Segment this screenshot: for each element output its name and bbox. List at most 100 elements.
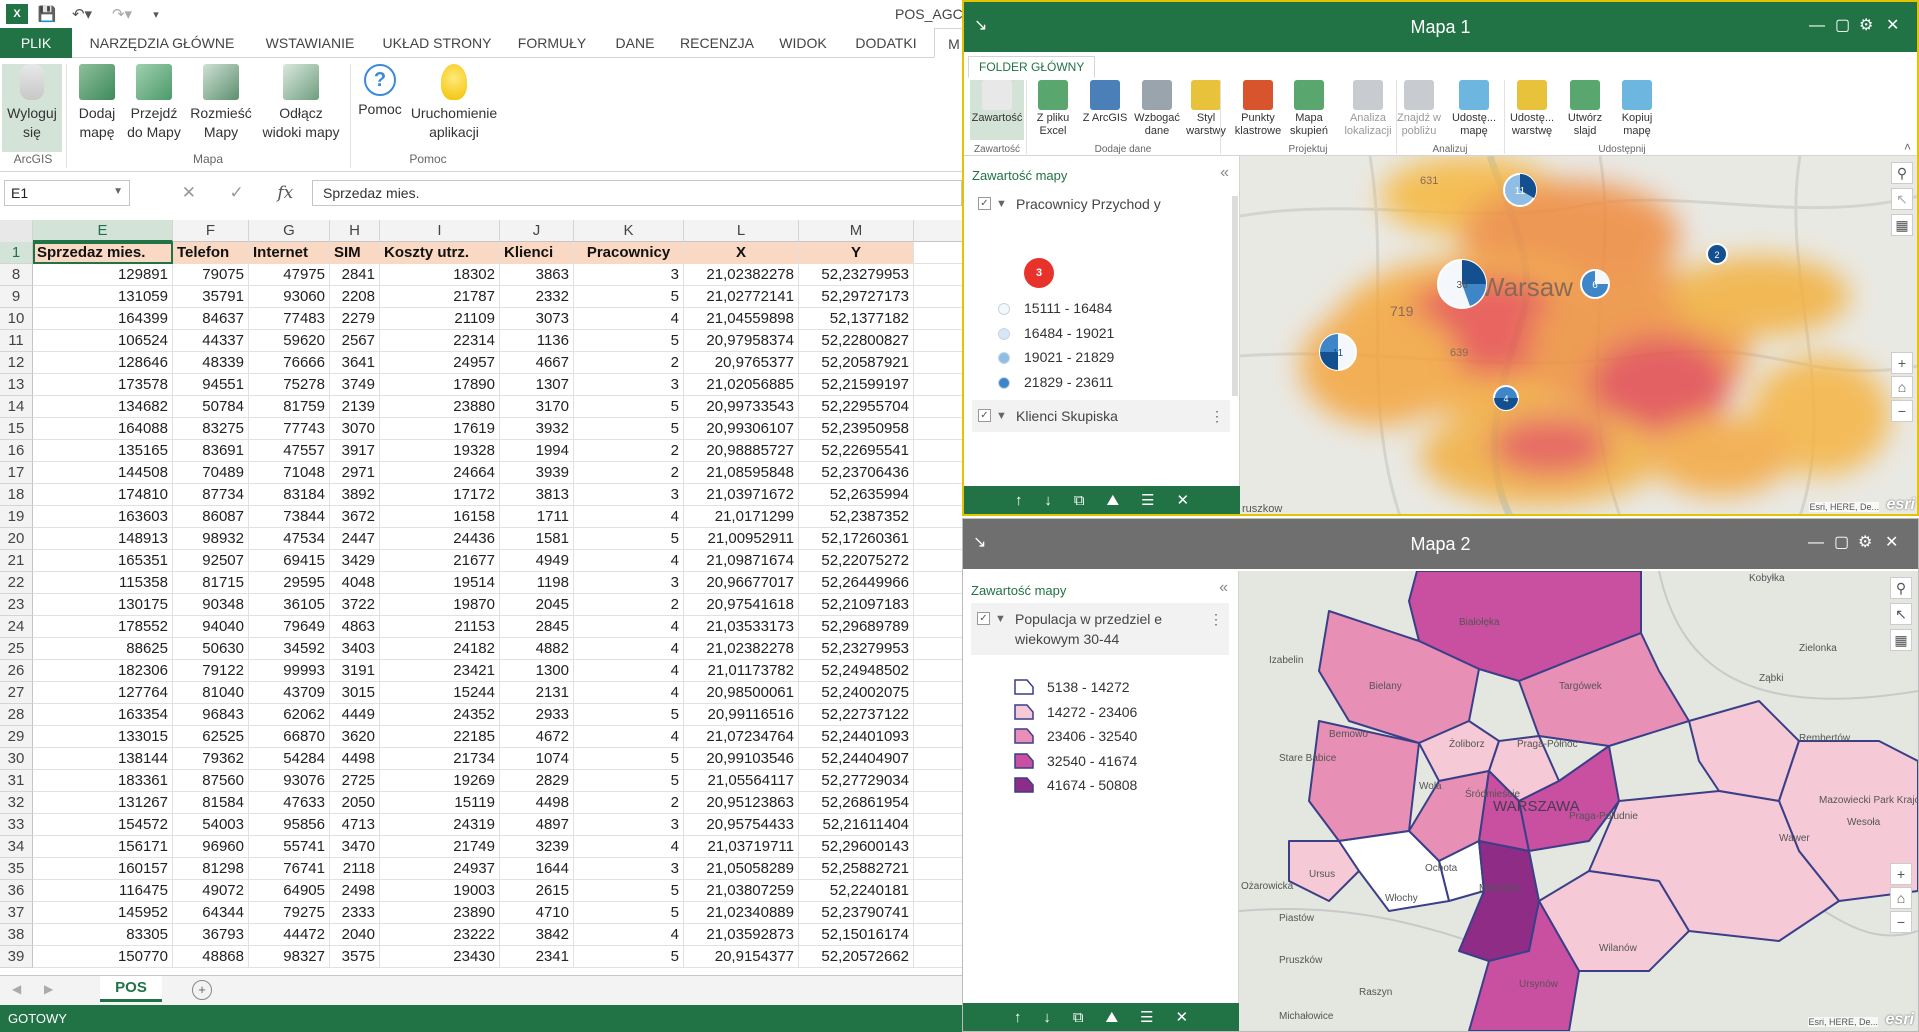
layer-population-30-44[interactable]: ✓ ▼ Populacja w przedziel e wiekowym 30-… <box>971 603 1229 655</box>
row-header[interactable]: 31 <box>0 770 33 792</box>
table-cell[interactable]: 73844 <box>249 506 330 528</box>
row-header[interactable]: 9 <box>0 286 33 308</box>
row-header[interactable]: 14 <box>0 396 33 418</box>
table-cell[interactable]: 52,22800827 <box>799 330 914 352</box>
table-cell[interactable]: 19003 <box>380 880 500 902</box>
table-cell[interactable]: 76741 <box>249 858 330 880</box>
table-cell[interactable]: 2279 <box>330 308 380 330</box>
close-icon[interactable]: ✕ <box>1886 17 1900 34</box>
select-icon[interactable]: ↖ <box>1890 603 1912 625</box>
table-cell[interactable]: 52,24401093 <box>799 726 914 748</box>
table-cell[interactable]: 3239 <box>500 836 574 858</box>
tab-addins[interactable]: DODATKI <box>855 35 917 51</box>
table-cell[interactable]: 131059 <box>33 286 173 308</box>
table-cell[interactable]: 2131 <box>500 682 574 704</box>
table-cell[interactable]: 4 <box>574 550 684 572</box>
table-cell[interactable]: 5 <box>574 528 684 550</box>
table-cell[interactable]: 130175 <box>33 594 173 616</box>
table-cell[interactable]: 20,95123863 <box>684 792 799 814</box>
expand-arrow-icon[interactable]: ▼ <box>996 198 1007 210</box>
table-cell[interactable]: 156171 <box>33 836 173 858</box>
table-cell[interactable]: 44337 <box>173 330 249 352</box>
gear-icon[interactable]: ⚙ <box>1858 534 1873 551</box>
table-cell[interactable]: 21,09871674 <box>684 550 799 572</box>
remove-layer-icon[interactable]: ✕ <box>1176 492 1190 509</box>
table-cell[interactable]: 131267 <box>33 792 173 814</box>
table-cell[interactable]: 79649 <box>249 616 330 638</box>
table-cell[interactable]: 133015 <box>33 726 173 748</box>
collapse-arrow-icon[interactable]: ↘ <box>973 534 987 551</box>
maximize-icon[interactable]: ▢ <box>1834 534 1850 551</box>
table-cell[interactable]: 4 <box>574 506 684 528</box>
map-ribbon-button[interactable]: Kopiuj mapę <box>1612 80 1662 138</box>
table-cell[interactable]: 3 <box>574 374 684 396</box>
table-cell[interactable]: 79122 <box>173 660 249 682</box>
table-cell[interactable]: 148913 <box>33 528 173 550</box>
layer-employees-revenue[interactable]: ✓ ▼ Pracownicy Przychod y <box>972 188 1230 220</box>
table-cell[interactable]: 79075 <box>173 264 249 286</box>
table-cell[interactable]: 3070 <box>330 418 380 440</box>
table-cell[interactable]: 1994 <box>500 440 574 462</box>
row-header[interactable]: 8 <box>0 264 33 286</box>
table-cell[interactable]: 128646 <box>33 352 173 374</box>
select-all-corner[interactable] <box>0 220 33 242</box>
layer-checkbox[interactable]: ✓ <box>978 197 991 210</box>
minimize-icon[interactable]: — <box>1808 534 1824 551</box>
ribbon-collapse-icon[interactable]: ˄ <box>1903 140 1911 154</box>
table-cell[interactable]: 81040 <box>173 682 249 704</box>
table-cell[interactable]: 23421 <box>380 660 500 682</box>
table-cell[interactable]: 52,20587921 <box>799 352 914 374</box>
table-cell[interactable]: 3403 <box>330 638 380 660</box>
table-cell[interactable]: 5 <box>574 902 684 924</box>
table-cell[interactable]: 163603 <box>33 506 173 528</box>
table-cell[interactable]: 163354 <box>33 704 173 726</box>
row-header[interactable]: 35 <box>0 858 33 880</box>
table-cell[interactable]: 4 <box>574 660 684 682</box>
table-cell[interactable]: 66870 <box>249 726 330 748</box>
customize-qat-icon[interactable]: ▾ <box>153 8 159 21</box>
table-cell[interactable]: 47557 <box>249 440 330 462</box>
table-cell[interactable]: 24182 <box>380 638 500 660</box>
header-cell[interactable]: Telefon <box>173 242 249 264</box>
table-cell[interactable]: 24957 <box>380 352 500 374</box>
more-options-icon[interactable]: ⋮ <box>1210 408 1224 424</box>
header-cell[interactable]: X <box>684 242 799 264</box>
tab-insert[interactable]: WSTAWIANIE <box>265 35 355 51</box>
table-cell[interactable]: 21,02056885 <box>684 374 799 396</box>
table-cell[interactable]: 52,25882721 <box>799 858 914 880</box>
table-cell[interactable]: 52,27729034 <box>799 770 914 792</box>
table-cell[interactable]: 2 <box>574 440 684 462</box>
table-cell[interactable]: 81759 <box>249 396 330 418</box>
table-cell[interactable]: 4 <box>574 308 684 330</box>
table-cell[interactable]: 64905 <box>249 880 330 902</box>
table-cell[interactable]: 160157 <box>33 858 173 880</box>
table-cell[interactable]: 86087 <box>173 506 249 528</box>
table-cell[interactable]: 3575 <box>330 946 380 968</box>
table-cell[interactable]: 164088 <box>33 418 173 440</box>
row-header[interactable]: 36 <box>0 880 33 902</box>
table-cell[interactable]: 2615 <box>500 880 574 902</box>
table-cell[interactable]: 135165 <box>33 440 173 462</box>
table-cell[interactable]: 99993 <box>249 660 330 682</box>
table-cell[interactable]: 71048 <box>249 462 330 484</box>
table-cell[interactable]: 2447 <box>330 528 380 550</box>
collapse-pane-icon[interactable]: « <box>1219 579 1228 596</box>
cluster-marker[interactable]: 11 <box>1503 173 1537 207</box>
table-cell[interactable]: 79362 <box>173 748 249 770</box>
table-cell[interactable]: 3 <box>574 484 684 506</box>
zoom-to-layer-icon[interactable]: ⧉ <box>1072 1008 1084 1026</box>
move-down-icon[interactable]: ↓ <box>1043 1008 1051 1026</box>
row-header[interactable]: 37 <box>0 902 33 924</box>
table-cell[interactable]: 3 <box>574 814 684 836</box>
table-cell[interactable]: 5 <box>574 418 684 440</box>
table-cell[interactable]: 52,29600143 <box>799 836 914 858</box>
column-header[interactable]: I <box>380 220 500 242</box>
row-header[interactable]: 29 <box>0 726 33 748</box>
table-cell[interactable]: 52,2387352 <box>799 506 914 528</box>
select-icon[interactable]: ↖ <box>1891 188 1913 210</box>
move-down-icon[interactable]: ↓ <box>1044 491 1052 509</box>
table-cell[interactable]: 50630 <box>173 638 249 660</box>
more-options-icon[interactable]: ⋮ <box>1209 611 1223 627</box>
table-cell[interactable]: 94040 <box>173 616 249 638</box>
table-cell[interactable]: 1581 <box>500 528 574 550</box>
